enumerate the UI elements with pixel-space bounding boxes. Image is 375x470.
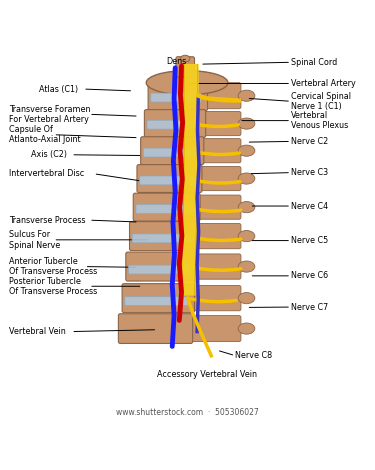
Ellipse shape — [146, 70, 228, 95]
Text: Nerve C5: Nerve C5 — [291, 236, 328, 245]
Ellipse shape — [238, 231, 255, 242]
Ellipse shape — [238, 118, 255, 129]
FancyBboxPatch shape — [189, 315, 241, 342]
FancyBboxPatch shape — [129, 222, 198, 251]
FancyBboxPatch shape — [191, 285, 241, 311]
FancyBboxPatch shape — [147, 120, 200, 129]
Text: Nerve C3: Nerve C3 — [291, 168, 328, 177]
FancyBboxPatch shape — [196, 195, 241, 219]
Text: Vertebral Artery: Vertebral Artery — [291, 79, 356, 88]
FancyBboxPatch shape — [151, 93, 201, 102]
Text: Transverse Process: Transverse Process — [9, 216, 86, 225]
Text: Accessory Vertebral Vein: Accessory Vertebral Vein — [158, 370, 257, 379]
Text: Nerve C7: Nerve C7 — [291, 303, 328, 312]
FancyBboxPatch shape — [128, 265, 190, 274]
Ellipse shape — [238, 173, 255, 184]
FancyBboxPatch shape — [136, 204, 194, 213]
Text: Capsule Of
Atlanto-Axial Joint: Capsule Of Atlanto-Axial Joint — [9, 125, 81, 144]
Ellipse shape — [238, 323, 255, 334]
Text: Sulcus For
Spinal Nerve: Sulcus For Spinal Nerve — [9, 230, 60, 250]
Text: Transverse Foramen
For Vertebral Artery: Transverse Foramen For Vertebral Artery — [9, 105, 90, 124]
FancyBboxPatch shape — [133, 193, 200, 221]
Text: Atlas (C1): Atlas (C1) — [39, 85, 78, 94]
Text: Nerve C8: Nerve C8 — [236, 351, 273, 360]
FancyBboxPatch shape — [176, 57, 195, 77]
Text: Intervertebral Disc: Intervertebral Disc — [9, 169, 84, 178]
Text: Nerve C6: Nerve C6 — [291, 271, 328, 281]
Text: Cervical Spinal
Nerve 1 (C1): Cervical Spinal Nerve 1 (C1) — [291, 92, 351, 111]
FancyBboxPatch shape — [125, 297, 188, 306]
FancyBboxPatch shape — [143, 148, 198, 157]
FancyBboxPatch shape — [200, 139, 241, 163]
Ellipse shape — [181, 55, 190, 62]
Text: Vertebral
Venous Plexus: Vertebral Venous Plexus — [291, 111, 348, 130]
Ellipse shape — [238, 145, 255, 156]
FancyBboxPatch shape — [140, 176, 196, 185]
Text: Axis (C2): Axis (C2) — [31, 150, 67, 159]
FancyBboxPatch shape — [141, 137, 204, 164]
FancyBboxPatch shape — [198, 166, 241, 191]
Text: Anterior Tubercle
Of Transverse Process: Anterior Tubercle Of Transverse Process — [9, 257, 97, 276]
Text: Nerve C2: Nerve C2 — [291, 137, 328, 146]
Text: Nerve C4: Nerve C4 — [291, 202, 328, 211]
FancyBboxPatch shape — [132, 234, 192, 243]
Ellipse shape — [238, 90, 255, 102]
Text: www.shutterstock.com  ·  505306027: www.shutterstock.com · 505306027 — [116, 408, 258, 417]
FancyBboxPatch shape — [193, 254, 241, 279]
Ellipse shape — [238, 261, 255, 272]
Text: Vertebral Vein: Vertebral Vein — [9, 327, 66, 336]
FancyBboxPatch shape — [144, 110, 206, 138]
Text: Dens: Dens — [166, 57, 187, 66]
FancyBboxPatch shape — [148, 81, 207, 110]
FancyBboxPatch shape — [202, 111, 241, 136]
Ellipse shape — [238, 292, 255, 304]
FancyBboxPatch shape — [126, 252, 196, 281]
FancyBboxPatch shape — [118, 314, 193, 344]
FancyBboxPatch shape — [195, 224, 241, 249]
FancyBboxPatch shape — [137, 164, 202, 193]
FancyBboxPatch shape — [122, 284, 195, 313]
Ellipse shape — [238, 202, 255, 213]
Text: Posterior Tubercle
Of Transverse Process: Posterior Tubercle Of Transverse Process — [9, 276, 97, 296]
FancyBboxPatch shape — [204, 83, 241, 109]
Text: Spinal Cord: Spinal Cord — [291, 58, 338, 67]
